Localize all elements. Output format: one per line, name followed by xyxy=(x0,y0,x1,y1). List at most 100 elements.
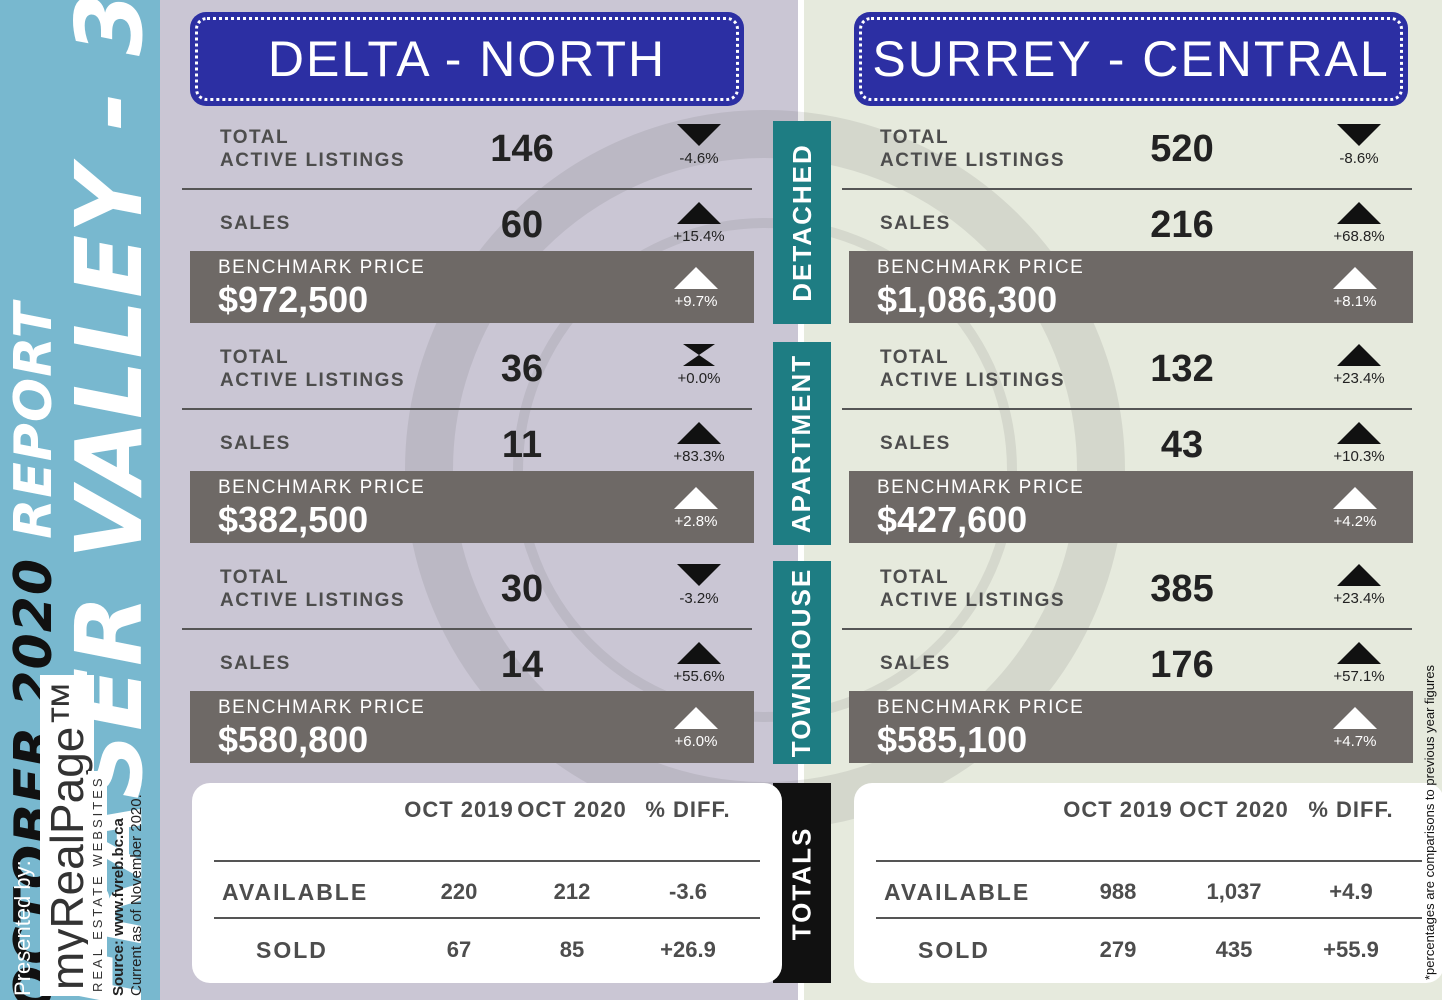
benchmark-label: BENCHMARK PRICE xyxy=(877,697,1085,718)
change-indicator xyxy=(1337,422,1381,444)
sold-2020: 435 xyxy=(1215,937,1253,962)
active-listings-change: -4.6% xyxy=(679,150,719,167)
sales-row: SALES 43 +10.3% xyxy=(842,410,1412,468)
change-indicator xyxy=(677,422,721,444)
sales-label: SALES xyxy=(880,433,951,454)
change-indicator xyxy=(1333,267,1377,289)
active-listings-change: +23.4% xyxy=(1333,590,1385,607)
available-2020: 1,037 xyxy=(1206,879,1262,904)
col-header: % DIFF. xyxy=(1308,797,1394,822)
benchmark-label: BENCHMARK PRICE xyxy=(218,477,426,498)
triangle-up-icon xyxy=(1333,267,1377,289)
col-header: OCT 2019 xyxy=(1063,797,1173,822)
benchmark-price-bar: BENCHMARK PRICE $585,100 +4.7% xyxy=(849,691,1413,763)
col-header: OCT 2019 xyxy=(404,797,514,822)
sales-value: 176 xyxy=(1150,644,1214,686)
active-listings-word: ACTIVE LISTINGS xyxy=(880,370,1066,391)
active-listings-change: -3.2% xyxy=(679,590,719,607)
sales-row: SALES 11 +83.3% xyxy=(182,410,752,468)
category-townhouse: TOWNHOUSE xyxy=(773,561,831,764)
row-separator xyxy=(842,188,1412,190)
col-header: OCT 2020 xyxy=(1179,797,1289,822)
sales-row: SALES 60 +15.4% xyxy=(182,190,752,248)
active-listings-change: -8.6% xyxy=(1339,150,1379,167)
category-label: APARTMENT xyxy=(786,353,817,534)
table-rule xyxy=(876,860,1422,862)
active-listings-value: 146 xyxy=(490,128,554,170)
available-diff: +4.9 xyxy=(1329,879,1373,904)
change-indicator xyxy=(677,642,721,664)
category-apartment: APARTMENT xyxy=(773,342,831,545)
triangle-up-icon xyxy=(1337,642,1381,664)
table-rule xyxy=(214,917,760,919)
change-indicator xyxy=(677,564,721,586)
row-separator xyxy=(182,628,752,630)
active-listings-word: ACTIVE LISTINGS xyxy=(880,150,1066,171)
benchmark-price-bar: BENCHMARK PRICE $382,500 +2.8% xyxy=(190,471,754,543)
presented-by: Presented by: xyxy=(10,860,35,996)
sales-change: +57.1% xyxy=(1333,668,1385,685)
change-indicator xyxy=(674,707,718,729)
footnote: *percentages are comparisons to previous… xyxy=(1422,664,1437,980)
available-diff: -3.6 xyxy=(669,879,707,904)
benchmark-value: $972,500 xyxy=(218,279,369,320)
category-totals: TOTALS xyxy=(773,783,831,983)
sales-label: SALES xyxy=(880,213,951,234)
col-header: OCT 2020 xyxy=(517,797,627,822)
active-listings-word: ACTIVE LISTINGS xyxy=(220,370,406,391)
available-2019: 988 xyxy=(1099,879,1137,904)
sales-label: SALES xyxy=(220,653,291,674)
benchmark-value: $382,500 xyxy=(218,499,369,540)
triangle-down-icon xyxy=(1337,124,1381,146)
sales-value: 60 xyxy=(500,204,544,246)
total-word: TOTAL xyxy=(880,567,950,588)
triangle-up-icon xyxy=(677,422,721,444)
triangle-up-icon xyxy=(674,707,718,729)
left-area-title: DELTA - NORTH xyxy=(267,31,667,87)
active-listings-label: TOTAL ACTIVE LISTINGS xyxy=(880,126,1065,172)
sold-2019: 279 xyxy=(1099,937,1137,962)
available-label: AVAILABLE xyxy=(884,879,1031,905)
active-listings-word: ACTIVE LISTINGS xyxy=(220,150,406,171)
triangle-down-icon xyxy=(677,564,721,586)
triangle-up-icon xyxy=(677,642,721,664)
available-2020: 212 xyxy=(553,879,591,904)
active-listings-row: TOTAL ACTIVE LISTINGS 385 +23.4% xyxy=(842,560,1412,630)
benchmark-price-bar: BENCHMARK PRICE $972,500 +9.7% xyxy=(190,251,754,323)
right-area-title: SURREY - CENTRAL xyxy=(872,31,1390,87)
row-separator xyxy=(842,628,1412,630)
active-listings-label: TOTAL ACTIVE LISTINGS xyxy=(220,346,405,392)
change-indicator xyxy=(1337,642,1381,664)
sales-change: +83.3% xyxy=(673,448,725,465)
sales-change: +10.3% xyxy=(1333,448,1385,465)
active-listings-change: +0.0% xyxy=(677,370,721,387)
benchmark-value: $585,100 xyxy=(877,719,1028,760)
change-indicator xyxy=(674,267,718,289)
sold-diff: +55.9 xyxy=(1323,937,1379,962)
active-listings-row: TOTAL ACTIVE LISTINGS 30 -3.2% xyxy=(182,560,752,630)
source-text: Source: www.fvreb.bc.ca xyxy=(110,818,127,996)
benchmark-change: +2.8% xyxy=(674,513,718,530)
row-separator xyxy=(842,408,1412,410)
change-indicator xyxy=(1333,707,1377,729)
benchmark-label: BENCHMARK PRICE xyxy=(877,477,1085,498)
sold-label: SOLD xyxy=(256,937,328,963)
left-area-header: DELTA - NORTH xyxy=(190,12,744,106)
table-rule xyxy=(214,860,760,862)
benchmark-price-bar: BENCHMARK PRICE $580,800 +6.0% xyxy=(190,691,754,763)
sales-value: 43 xyxy=(1160,424,1204,466)
benchmark-change: +4.7% xyxy=(1333,733,1377,750)
change-indicator xyxy=(1337,564,1381,586)
change-indicator xyxy=(1337,124,1381,146)
benchmark-change: +8.1% xyxy=(1333,293,1377,310)
triangle-up-icon xyxy=(677,202,721,224)
triangle-up-icon xyxy=(1337,202,1381,224)
active-listings-row: TOTAL ACTIVE LISTINGS 520 -8.6% xyxy=(842,120,1412,190)
benchmark-change: +4.2% xyxy=(1333,513,1377,530)
total-word: TOTAL xyxy=(880,127,950,148)
hourglass-icon xyxy=(683,344,715,366)
sidebar: OCTOBER 2020 REPORT FRASER VALLEY - 3 Pr… xyxy=(0,0,160,1000)
sales-label: SALES xyxy=(220,213,291,234)
active-listings-label: TOTAL ACTIVE LISTINGS xyxy=(220,566,405,612)
sales-label: SALES xyxy=(220,433,291,454)
